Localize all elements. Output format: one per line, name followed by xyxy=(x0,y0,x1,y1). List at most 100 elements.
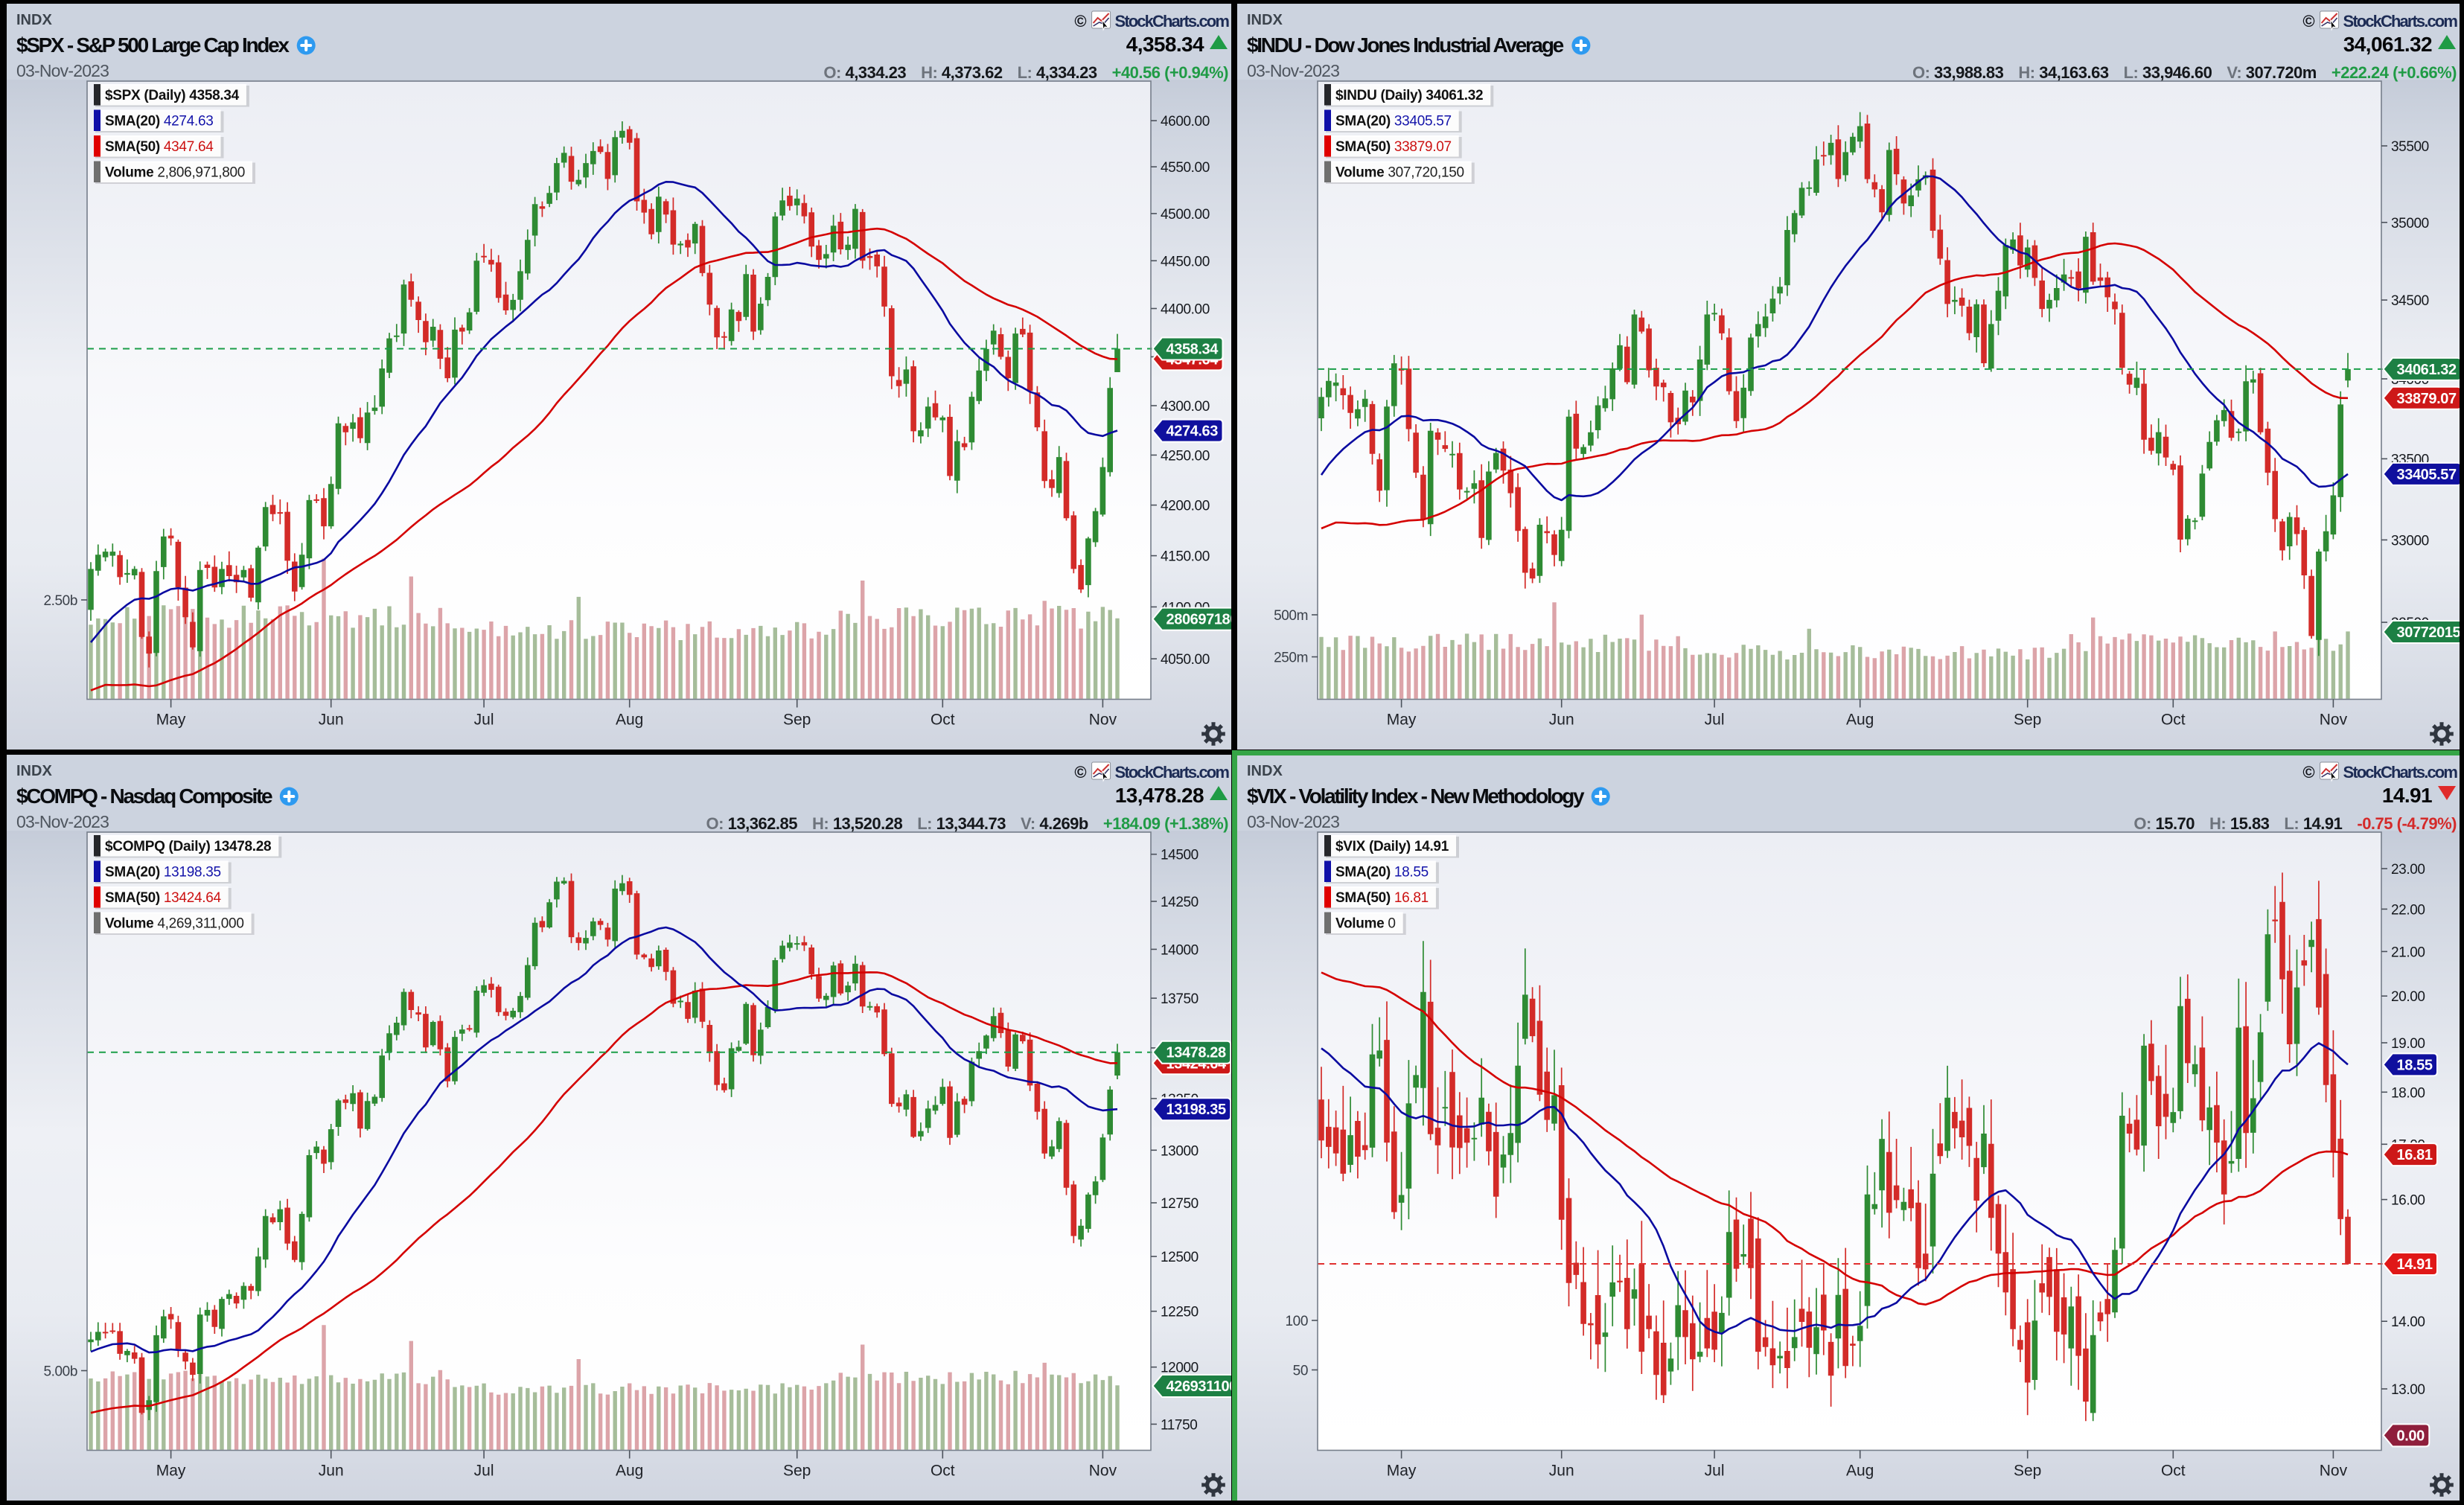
svg-text:O: 15.70H: 15.83L: 14.91-0.75: O: 15.70 H: 15.83 L: 14.91 -0.75 (-4.79%) xyxy=(2133,814,2457,833)
svg-text:11750: 11750 xyxy=(1161,1417,1197,1433)
svg-text:4600.00: 4600.00 xyxy=(1161,114,1210,130)
svg-text:280697180: 280697180 xyxy=(1166,612,1232,628)
svg-text:INDX: INDX xyxy=(16,763,52,779)
svg-text:SMA(50) 13424.64: SMA(50) 13424.64 xyxy=(105,890,221,906)
svg-text:Jul: Jul xyxy=(474,1463,494,1480)
svg-text:Oct: Oct xyxy=(931,712,955,729)
svg-text:14.00: 14.00 xyxy=(2391,1314,2425,1330)
svg-text:5.00b: 5.00b xyxy=(43,1364,77,1380)
svg-text:4,358.34: 4,358.34 xyxy=(1126,33,1204,56)
svg-text:Oct: Oct xyxy=(2161,712,2186,729)
svg-text:03-Nov-2023: 03-Nov-2023 xyxy=(16,61,109,80)
svg-text:35000: 35000 xyxy=(2391,216,2429,231)
svg-text:500m: 500m xyxy=(1274,608,1308,624)
svg-text:Oct: Oct xyxy=(931,1463,955,1480)
svg-text:INDX: INDX xyxy=(1247,763,1283,779)
svg-text:Aug: Aug xyxy=(1846,1463,1874,1480)
svg-text:O: 13,362.85H: 13,520.28L: 13,: O: 13,362.85 H: 13,520.28 L: 13,344.73 V: 4… xyxy=(706,814,1229,833)
svg-text:$INDU - Dow Jones Industrial A: $INDU - Dow Jones Industrial Average xyxy=(1247,33,1564,57)
svg-text:$SPX (Daily) 4358.34: $SPX (Daily) 4358.34 xyxy=(105,88,240,103)
svg-text:4550.00: 4550.00 xyxy=(1161,160,1210,176)
svg-text:Jul: Jul xyxy=(474,712,494,729)
svg-text:13478.28: 13478.28 xyxy=(1166,1045,1226,1061)
svg-text:13000: 13000 xyxy=(1161,1143,1199,1159)
svg-text:Jun: Jun xyxy=(1549,712,1574,729)
svg-text:Sep: Sep xyxy=(783,1463,811,1480)
svg-text:14.91: 14.91 xyxy=(2397,1256,2433,1273)
svg-text:Aug: Aug xyxy=(616,712,643,729)
svg-text:33405.57: 33405.57 xyxy=(2397,467,2457,483)
svg-text:SMA(50) 16.81: SMA(50) 16.81 xyxy=(1335,890,1429,906)
svg-text:34061.32: 34061.32 xyxy=(2397,362,2457,378)
svg-text:$INDU (Daily) 34061.32: $INDU (Daily) 34061.32 xyxy=(1335,88,1483,103)
svg-text:$SPX - S&P 500 Large Cap Index: $SPX - S&P 500 Large Cap Index xyxy=(16,33,290,57)
svg-text:SMA(50) 33879.07: SMA(50) 33879.07 xyxy=(1335,139,1452,155)
svg-text:Sep: Sep xyxy=(783,712,811,729)
svg-text:03-Nov-2023: 03-Nov-2023 xyxy=(1247,812,1339,831)
svg-text:INDX: INDX xyxy=(16,12,52,28)
svg-text:$VIX - Volatility Index - New: $VIX - Volatility Index - New Methodolog… xyxy=(1247,785,1585,808)
svg-text:22.00: 22.00 xyxy=(2391,902,2425,918)
svg-text:14000: 14000 xyxy=(1161,942,1199,958)
svg-text:INDX: INDX xyxy=(1247,12,1283,28)
svg-text:$VIX (Daily) 14.91: $VIX (Daily) 14.91 xyxy=(1335,839,1449,854)
svg-text:4300.00: 4300.00 xyxy=(1161,399,1210,415)
svg-text:Volume 2,806,971,800: Volume 2,806,971,800 xyxy=(105,165,245,181)
svg-text:4450.00: 4450.00 xyxy=(1161,254,1210,269)
svg-text:StockCharts.com: StockCharts.com xyxy=(2343,12,2458,31)
svg-text:34500: 34500 xyxy=(2391,293,2429,309)
svg-text:Sep: Sep xyxy=(2014,712,2041,729)
svg-text:StockCharts.com: StockCharts.com xyxy=(1115,12,1230,31)
svg-text:Volume 4,269,311,000: Volume 4,269,311,000 xyxy=(105,916,244,932)
svg-text:13,478.28: 13,478.28 xyxy=(1115,784,1204,807)
svg-text:20.00: 20.00 xyxy=(2391,989,2425,1005)
svg-text:03-Nov-2023: 03-Nov-2023 xyxy=(16,812,109,831)
svg-text:Jun: Jun xyxy=(319,712,344,729)
svg-text:4250.00: 4250.00 xyxy=(1161,448,1210,464)
svg-text:Jun: Jun xyxy=(319,1463,344,1480)
svg-text:03-Nov-2023: 03-Nov-2023 xyxy=(1247,61,1339,80)
svg-text:13.00: 13.00 xyxy=(2391,1382,2425,1398)
svg-text:14500: 14500 xyxy=(1161,848,1199,863)
svg-text:250m: 250m xyxy=(1274,651,1308,666)
svg-text:©: © xyxy=(2302,12,2314,31)
svg-text:12250: 12250 xyxy=(1161,1305,1199,1320)
svg-text:4274.63: 4274.63 xyxy=(1166,424,1219,440)
svg-text:©: © xyxy=(2302,763,2314,782)
svg-text:21.00: 21.00 xyxy=(2391,945,2425,960)
svg-text:4358.34: 4358.34 xyxy=(1166,342,1219,358)
svg-text:O: 33,988.83H: 34,163.63L: 33,: O: 33,988.83 H: 34,163.63 L: 33,946.60 V: 3… xyxy=(1912,63,2457,82)
svg-text:4200.00: 4200.00 xyxy=(1161,499,1210,514)
svg-text:©: © xyxy=(1074,12,1086,31)
svg-text:34,061.32: 34,061.32 xyxy=(2343,33,2432,56)
svg-text:23.00: 23.00 xyxy=(2391,862,2425,878)
svg-text:SMA(50) 4347.64: SMA(50) 4347.64 xyxy=(105,139,214,155)
svg-text:13750: 13750 xyxy=(1161,991,1199,1007)
svg-text:Jul: Jul xyxy=(1705,712,1725,729)
svg-text:50: 50 xyxy=(1293,1364,1308,1379)
svg-text:Oct: Oct xyxy=(2161,1463,2186,1480)
svg-text:35500: 35500 xyxy=(2391,139,2429,155)
svg-text:12750: 12750 xyxy=(1161,1196,1199,1212)
svg-text:Volume 307,720,150: Volume 307,720,150 xyxy=(1335,165,1464,181)
svg-text:O: 4,334.23H: 4,373.62L: 4,334: O: 4,334.23 H: 4,373.62 L: 4,334.23 +40.56 … xyxy=(823,63,1228,82)
svg-text:4500.00: 4500.00 xyxy=(1161,207,1210,223)
svg-text:$COMPQ (Daily) 13478.28: $COMPQ (Daily) 13478.28 xyxy=(105,839,271,854)
svg-text:18.00: 18.00 xyxy=(2391,1085,2425,1101)
svg-text:$COMPQ - Nasdaq Composite: $COMPQ - Nasdaq Composite xyxy=(16,785,272,808)
svg-text:12500: 12500 xyxy=(1161,1250,1199,1265)
svg-text:©: © xyxy=(1074,763,1086,782)
svg-text:13198.35: 13198.35 xyxy=(1166,1102,1226,1118)
svg-text:May: May xyxy=(1387,712,1417,729)
svg-text:Sep: Sep xyxy=(2014,1463,2041,1480)
svg-text:Aug: Aug xyxy=(1846,712,1874,729)
svg-text:SMA(20) 4274.63: SMA(20) 4274.63 xyxy=(105,114,213,130)
svg-text:Volume 0: Volume 0 xyxy=(1335,916,1396,932)
svg-text:Jun: Jun xyxy=(1549,1463,1574,1480)
svg-text:4050.00: 4050.00 xyxy=(1161,652,1210,668)
svg-text:0.00: 0.00 xyxy=(2397,1428,2425,1444)
svg-text:2.50b: 2.50b xyxy=(43,593,77,609)
svg-text:426931100: 426931100 xyxy=(1166,1378,1232,1395)
svg-text:4400.00: 4400.00 xyxy=(1161,302,1210,318)
svg-text:Nov: Nov xyxy=(2320,1463,2348,1480)
